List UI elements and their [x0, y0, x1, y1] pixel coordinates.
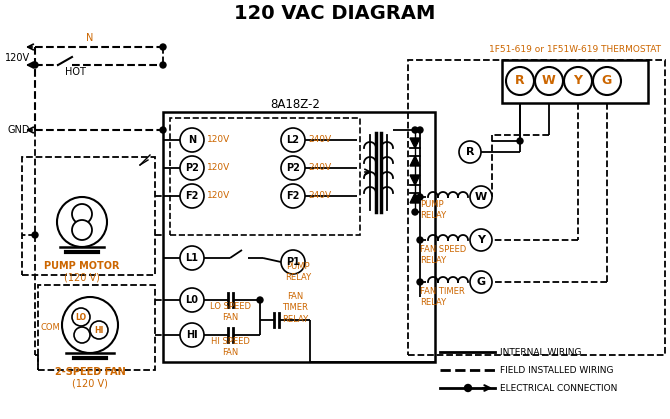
Text: HI: HI: [94, 326, 104, 334]
Circle shape: [281, 156, 305, 180]
Polygon shape: [410, 175, 420, 185]
Bar: [170, 118, 360, 235]
Bar: [163, 112, 435, 362]
Circle shape: [180, 288, 204, 312]
Text: FAN TIMER
RELAY: FAN TIMER RELAY: [420, 287, 465, 307]
Text: 120V: 120V: [5, 53, 30, 63]
Circle shape: [412, 127, 418, 133]
Polygon shape: [410, 138, 420, 148]
Text: N: N: [86, 33, 94, 43]
Circle shape: [417, 279, 423, 285]
Text: W: W: [542, 75, 556, 88]
Circle shape: [281, 184, 305, 208]
Circle shape: [470, 186, 492, 208]
Circle shape: [464, 385, 472, 391]
Circle shape: [62, 297, 118, 353]
Text: W: W: [475, 192, 487, 202]
Bar: [408, 60, 665, 355]
Text: L1: L1: [186, 253, 198, 263]
Text: 2-SPEED FAN: 2-SPEED FAN: [55, 367, 125, 377]
Text: F2: F2: [286, 191, 299, 201]
Text: Y: Y: [477, 235, 485, 245]
Bar: [38, 285, 155, 370]
Circle shape: [470, 229, 492, 251]
Text: N: N: [188, 135, 196, 145]
Text: GND: GND: [7, 125, 30, 135]
Circle shape: [72, 220, 92, 240]
Text: 240V: 240V: [308, 191, 331, 201]
Text: HI: HI: [186, 330, 198, 340]
Circle shape: [180, 246, 204, 270]
Text: PUMP
RELAY: PUMP RELAY: [420, 200, 446, 220]
Text: 120V: 120V: [207, 135, 230, 145]
Text: INTERNAL WIRING: INTERNAL WIRING: [500, 347, 582, 357]
Text: R: R: [515, 75, 525, 88]
Circle shape: [517, 138, 523, 144]
Text: G: G: [476, 277, 486, 287]
Text: 1F51-619 or 1F51W-619 THERMOSTAT: 1F51-619 or 1F51W-619 THERMOSTAT: [489, 46, 661, 54]
Circle shape: [180, 156, 204, 180]
Text: Y: Y: [574, 75, 582, 88]
Text: PUMP MOTOR: PUMP MOTOR: [44, 261, 120, 271]
Circle shape: [32, 232, 38, 238]
Circle shape: [459, 141, 481, 163]
Circle shape: [72, 308, 90, 326]
Circle shape: [417, 127, 423, 133]
Circle shape: [412, 209, 418, 215]
Text: 240V: 240V: [308, 135, 331, 145]
Text: FIELD INSTALLED WIRING: FIELD INSTALLED WIRING: [500, 365, 614, 375]
Text: 120V: 120V: [207, 163, 230, 173]
Text: HOT: HOT: [64, 67, 86, 77]
Circle shape: [257, 297, 263, 303]
Circle shape: [180, 184, 204, 208]
Text: F2: F2: [186, 191, 199, 201]
Polygon shape: [410, 156, 420, 166]
Circle shape: [72, 204, 92, 224]
Circle shape: [32, 62, 38, 68]
Circle shape: [506, 67, 534, 95]
Circle shape: [160, 127, 166, 133]
Text: 120 VAC DIAGRAM: 120 VAC DIAGRAM: [234, 5, 436, 23]
Bar: [22, 157, 155, 275]
Text: LO SPEED
FAN: LO SPEED FAN: [210, 302, 251, 322]
Circle shape: [281, 250, 305, 274]
Text: (120 V): (120 V): [72, 378, 108, 388]
Text: 240V: 240V: [308, 163, 331, 173]
Bar: [502, 60, 648, 103]
Text: LO: LO: [76, 313, 86, 321]
Circle shape: [535, 67, 563, 95]
Circle shape: [90, 321, 108, 339]
Text: FAN
TIMER
RELAY: FAN TIMER RELAY: [282, 292, 308, 323]
Text: HI SPEED
FAN: HI SPEED FAN: [210, 337, 249, 357]
Circle shape: [57, 197, 107, 247]
Circle shape: [180, 323, 204, 347]
Text: P2: P2: [185, 163, 199, 173]
Text: G: G: [602, 75, 612, 88]
Circle shape: [593, 67, 621, 95]
Text: (120 V): (120 V): [64, 272, 100, 282]
Circle shape: [74, 327, 90, 343]
Text: L0: L0: [186, 295, 198, 305]
Text: R: R: [466, 147, 474, 157]
Text: 120V: 120V: [207, 191, 230, 201]
Circle shape: [160, 62, 166, 68]
Circle shape: [417, 237, 423, 243]
Polygon shape: [410, 193, 420, 203]
Text: ELECTRICAL CONNECTION: ELECTRICAL CONNECTION: [500, 383, 617, 393]
Circle shape: [564, 67, 592, 95]
Text: 8A18Z-2: 8A18Z-2: [270, 98, 320, 111]
Text: P1: P1: [286, 257, 300, 267]
Text: P2: P2: [286, 163, 300, 173]
Text: L2: L2: [287, 135, 299, 145]
Circle shape: [470, 271, 492, 293]
Circle shape: [160, 44, 166, 50]
Text: FAN SPEED
RELAY: FAN SPEED RELAY: [420, 245, 466, 265]
Text: PUMP
RELAY: PUMP RELAY: [285, 262, 311, 282]
Circle shape: [417, 194, 423, 200]
Text: COM: COM: [40, 323, 60, 331]
Circle shape: [281, 128, 305, 152]
Circle shape: [180, 128, 204, 152]
